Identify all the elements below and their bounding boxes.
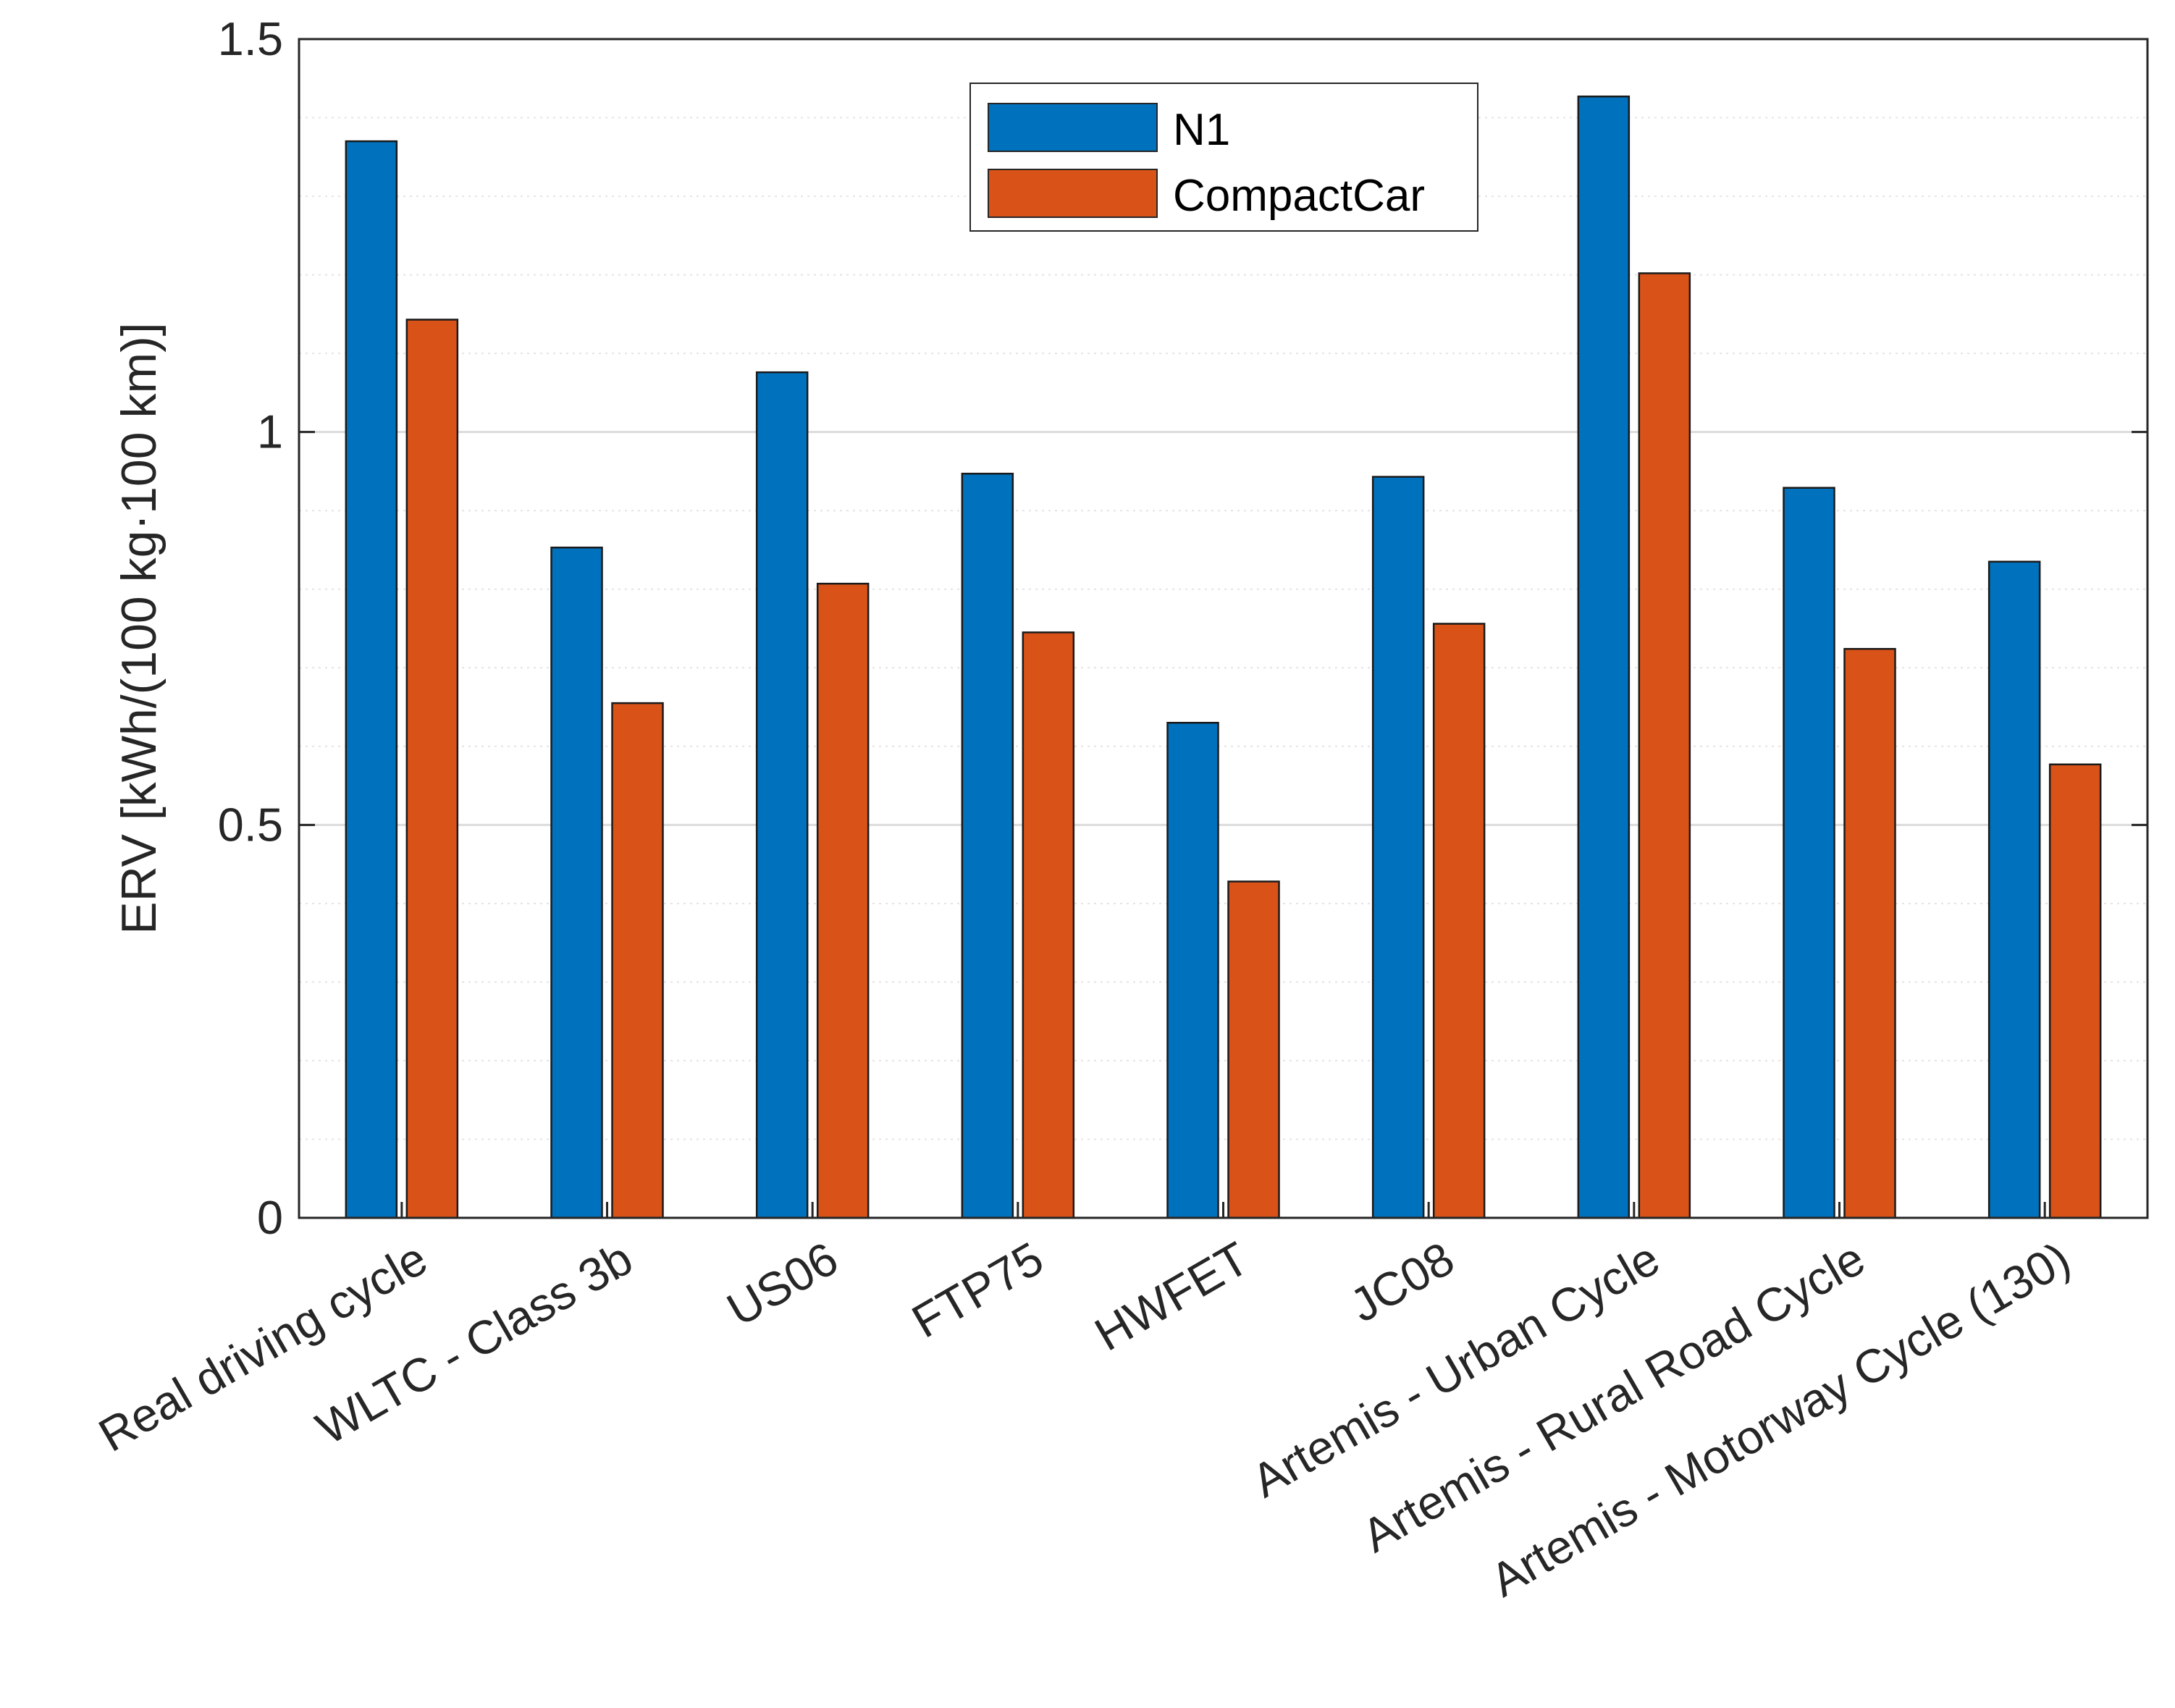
bar-n1-0 [345,140,398,1219]
bar-n1-6 [1577,95,1631,1219]
bar-compactcar-5 [1432,623,1486,1219]
bar-compactcar-7 [1843,647,1896,1219]
x-tick-label: HWFET [1086,1232,1258,1361]
bar-n1-5 [1371,476,1425,1219]
bar-n1-8 [1987,560,2041,1219]
bar-n1-7 [1783,487,1835,1219]
bar-n1-3 [961,472,1014,1219]
bar-compactcar-3 [1022,631,1075,1219]
legend-label-n1: N1 [1173,105,1230,155]
legend-label-compactcar: CompactCar [1173,171,1425,221]
y-tick-label: 1.5 [218,12,283,65]
x-tick-label: FTP75 [903,1232,1051,1348]
legend-swatch-compactcar [988,169,1158,218]
bar-compactcar-2 [816,582,870,1219]
y-ticks: 0 0.5 1 1.5 [218,12,2147,1244]
bar-n1-1 [550,546,603,1219]
x-tick-label: US06 [718,1232,846,1337]
bar-compactcar-1 [611,702,664,1219]
y-tick-label: 1 [257,405,283,458]
y-axis-label: ERV [kWh/(100 kg·100 km)] [112,322,167,934]
bar-n1-4 [1166,721,1219,1219]
x-tick-label: JC08 [1341,1232,1463,1332]
bars [345,95,2102,1219]
bar-compactcar-4 [1227,880,1280,1219]
bar-compactcar-6 [1638,272,1691,1219]
grid [299,117,2147,1140]
bar-compactcar-0 [405,319,459,1219]
legend: N1 CompactCar [969,83,1478,232]
bar-n1-2 [755,371,809,1219]
x-tick-label: Real driving cycle [90,1232,436,1462]
bar-compactcar-8 [2048,763,2102,1219]
y-tick-label: 0 [257,1191,283,1244]
legend-swatch-n1 [988,103,1158,152]
y-tick-label: 0.5 [218,798,283,851]
